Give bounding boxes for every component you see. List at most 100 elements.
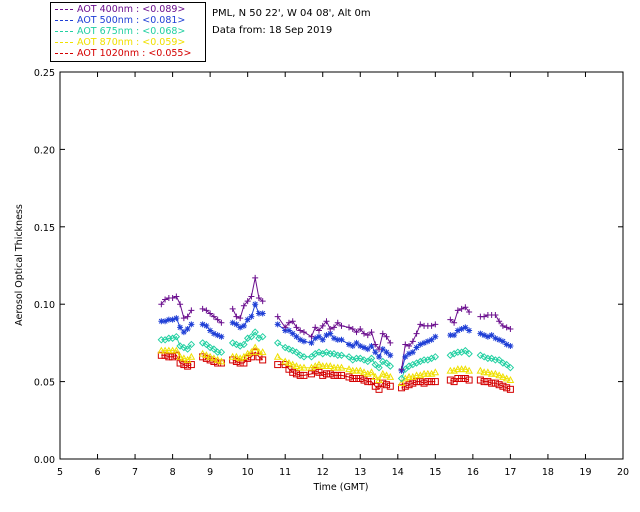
data-point xyxy=(202,351,211,359)
data-point xyxy=(454,327,461,334)
data-point xyxy=(296,363,305,371)
data-point xyxy=(177,301,184,308)
data-point xyxy=(172,333,181,341)
data-point xyxy=(248,293,255,300)
legend-label-400: AOT 400nm : <0.089> xyxy=(77,4,186,15)
data-point xyxy=(274,321,281,328)
plot-frame xyxy=(59,71,624,460)
data-point xyxy=(323,318,330,325)
legend: AOT 400nm : <0.089> AOT 500nm : <0.081> … xyxy=(50,2,206,62)
legend-label-1020: AOT 1020nm : <0.055> xyxy=(77,48,192,59)
data-point xyxy=(323,332,330,339)
data-point xyxy=(484,378,492,386)
data-point xyxy=(386,382,394,390)
data-point xyxy=(446,376,454,384)
data-point xyxy=(447,332,454,339)
data-point xyxy=(218,319,225,326)
data-point xyxy=(406,342,413,349)
data-point xyxy=(281,361,289,369)
data-point xyxy=(487,369,496,377)
series-markers xyxy=(157,274,515,393)
data-point xyxy=(405,381,413,389)
data-point xyxy=(428,336,435,343)
data-point xyxy=(458,325,465,332)
data-point xyxy=(199,321,206,328)
y-tick-label: 0.25 xyxy=(34,68,55,79)
data-point xyxy=(273,339,282,347)
data-point xyxy=(499,322,506,329)
data-point xyxy=(506,363,515,372)
data-point xyxy=(237,315,244,322)
data-point xyxy=(364,378,372,386)
data-point xyxy=(232,340,241,349)
data-point xyxy=(207,327,214,334)
data-point xyxy=(285,345,293,353)
data-point xyxy=(356,375,364,383)
data-point xyxy=(326,362,335,370)
data-point xyxy=(409,338,416,345)
x-tick-label: 15 xyxy=(429,467,441,478)
data-point xyxy=(431,353,440,361)
data-point xyxy=(458,375,466,383)
data-point xyxy=(228,339,237,347)
data-point xyxy=(184,325,191,332)
data-point xyxy=(273,352,282,360)
data-point xyxy=(451,319,458,326)
data-point xyxy=(312,335,319,342)
data-point xyxy=(387,352,394,359)
data-point xyxy=(338,371,345,379)
data-point xyxy=(315,327,322,334)
data-point xyxy=(240,359,248,367)
data-point xyxy=(476,376,484,384)
legend-label-500: AOT 500nm : <0.081> xyxy=(77,15,186,26)
data-point xyxy=(228,352,237,360)
data-point xyxy=(484,333,491,340)
data-point xyxy=(214,316,221,323)
data-point xyxy=(499,382,507,390)
data-point xyxy=(466,308,473,315)
data-point xyxy=(296,371,304,379)
data-point xyxy=(180,354,188,362)
data-point xyxy=(158,318,165,325)
data-point xyxy=(300,363,308,371)
data-point xyxy=(169,316,176,323)
data-point xyxy=(451,332,458,339)
x-tick-label: 16 xyxy=(467,467,479,478)
data-point xyxy=(368,342,375,349)
data-point xyxy=(353,375,361,383)
data-point xyxy=(330,350,338,358)
data-point xyxy=(255,310,262,317)
data-point xyxy=(345,353,353,361)
data-point xyxy=(466,327,473,334)
data-point xyxy=(376,346,383,353)
legend-label-870: AOT 870nm : <0.059> xyxy=(77,37,186,48)
data-point xyxy=(503,341,510,348)
data-point xyxy=(357,342,364,349)
data-point xyxy=(421,339,428,346)
data-point xyxy=(180,361,188,369)
data-point xyxy=(158,301,165,308)
data-point xyxy=(281,343,289,352)
data-point xyxy=(289,318,296,325)
data-point xyxy=(454,365,462,373)
data-point xyxy=(285,327,292,334)
data-point xyxy=(476,351,485,359)
data-point xyxy=(337,351,346,359)
data-point xyxy=(461,346,470,355)
data-point xyxy=(210,313,217,320)
data-point xyxy=(492,312,499,319)
data-point xyxy=(203,322,210,329)
data-point xyxy=(401,382,409,390)
data-point xyxy=(210,330,217,337)
y-axis-title: Aerosol Optical Thickness xyxy=(14,204,25,326)
data-point xyxy=(372,341,379,348)
x-tick-label: 14 xyxy=(392,467,404,478)
y-tick-label: 0.10 xyxy=(34,300,55,311)
data-point xyxy=(349,325,356,332)
x-tick-label: 7 xyxy=(132,467,138,478)
legend-entry-500: AOT 500nm : <0.081> xyxy=(55,15,185,26)
data-point xyxy=(364,332,371,339)
data-point xyxy=(173,315,180,322)
data-point xyxy=(424,338,431,345)
